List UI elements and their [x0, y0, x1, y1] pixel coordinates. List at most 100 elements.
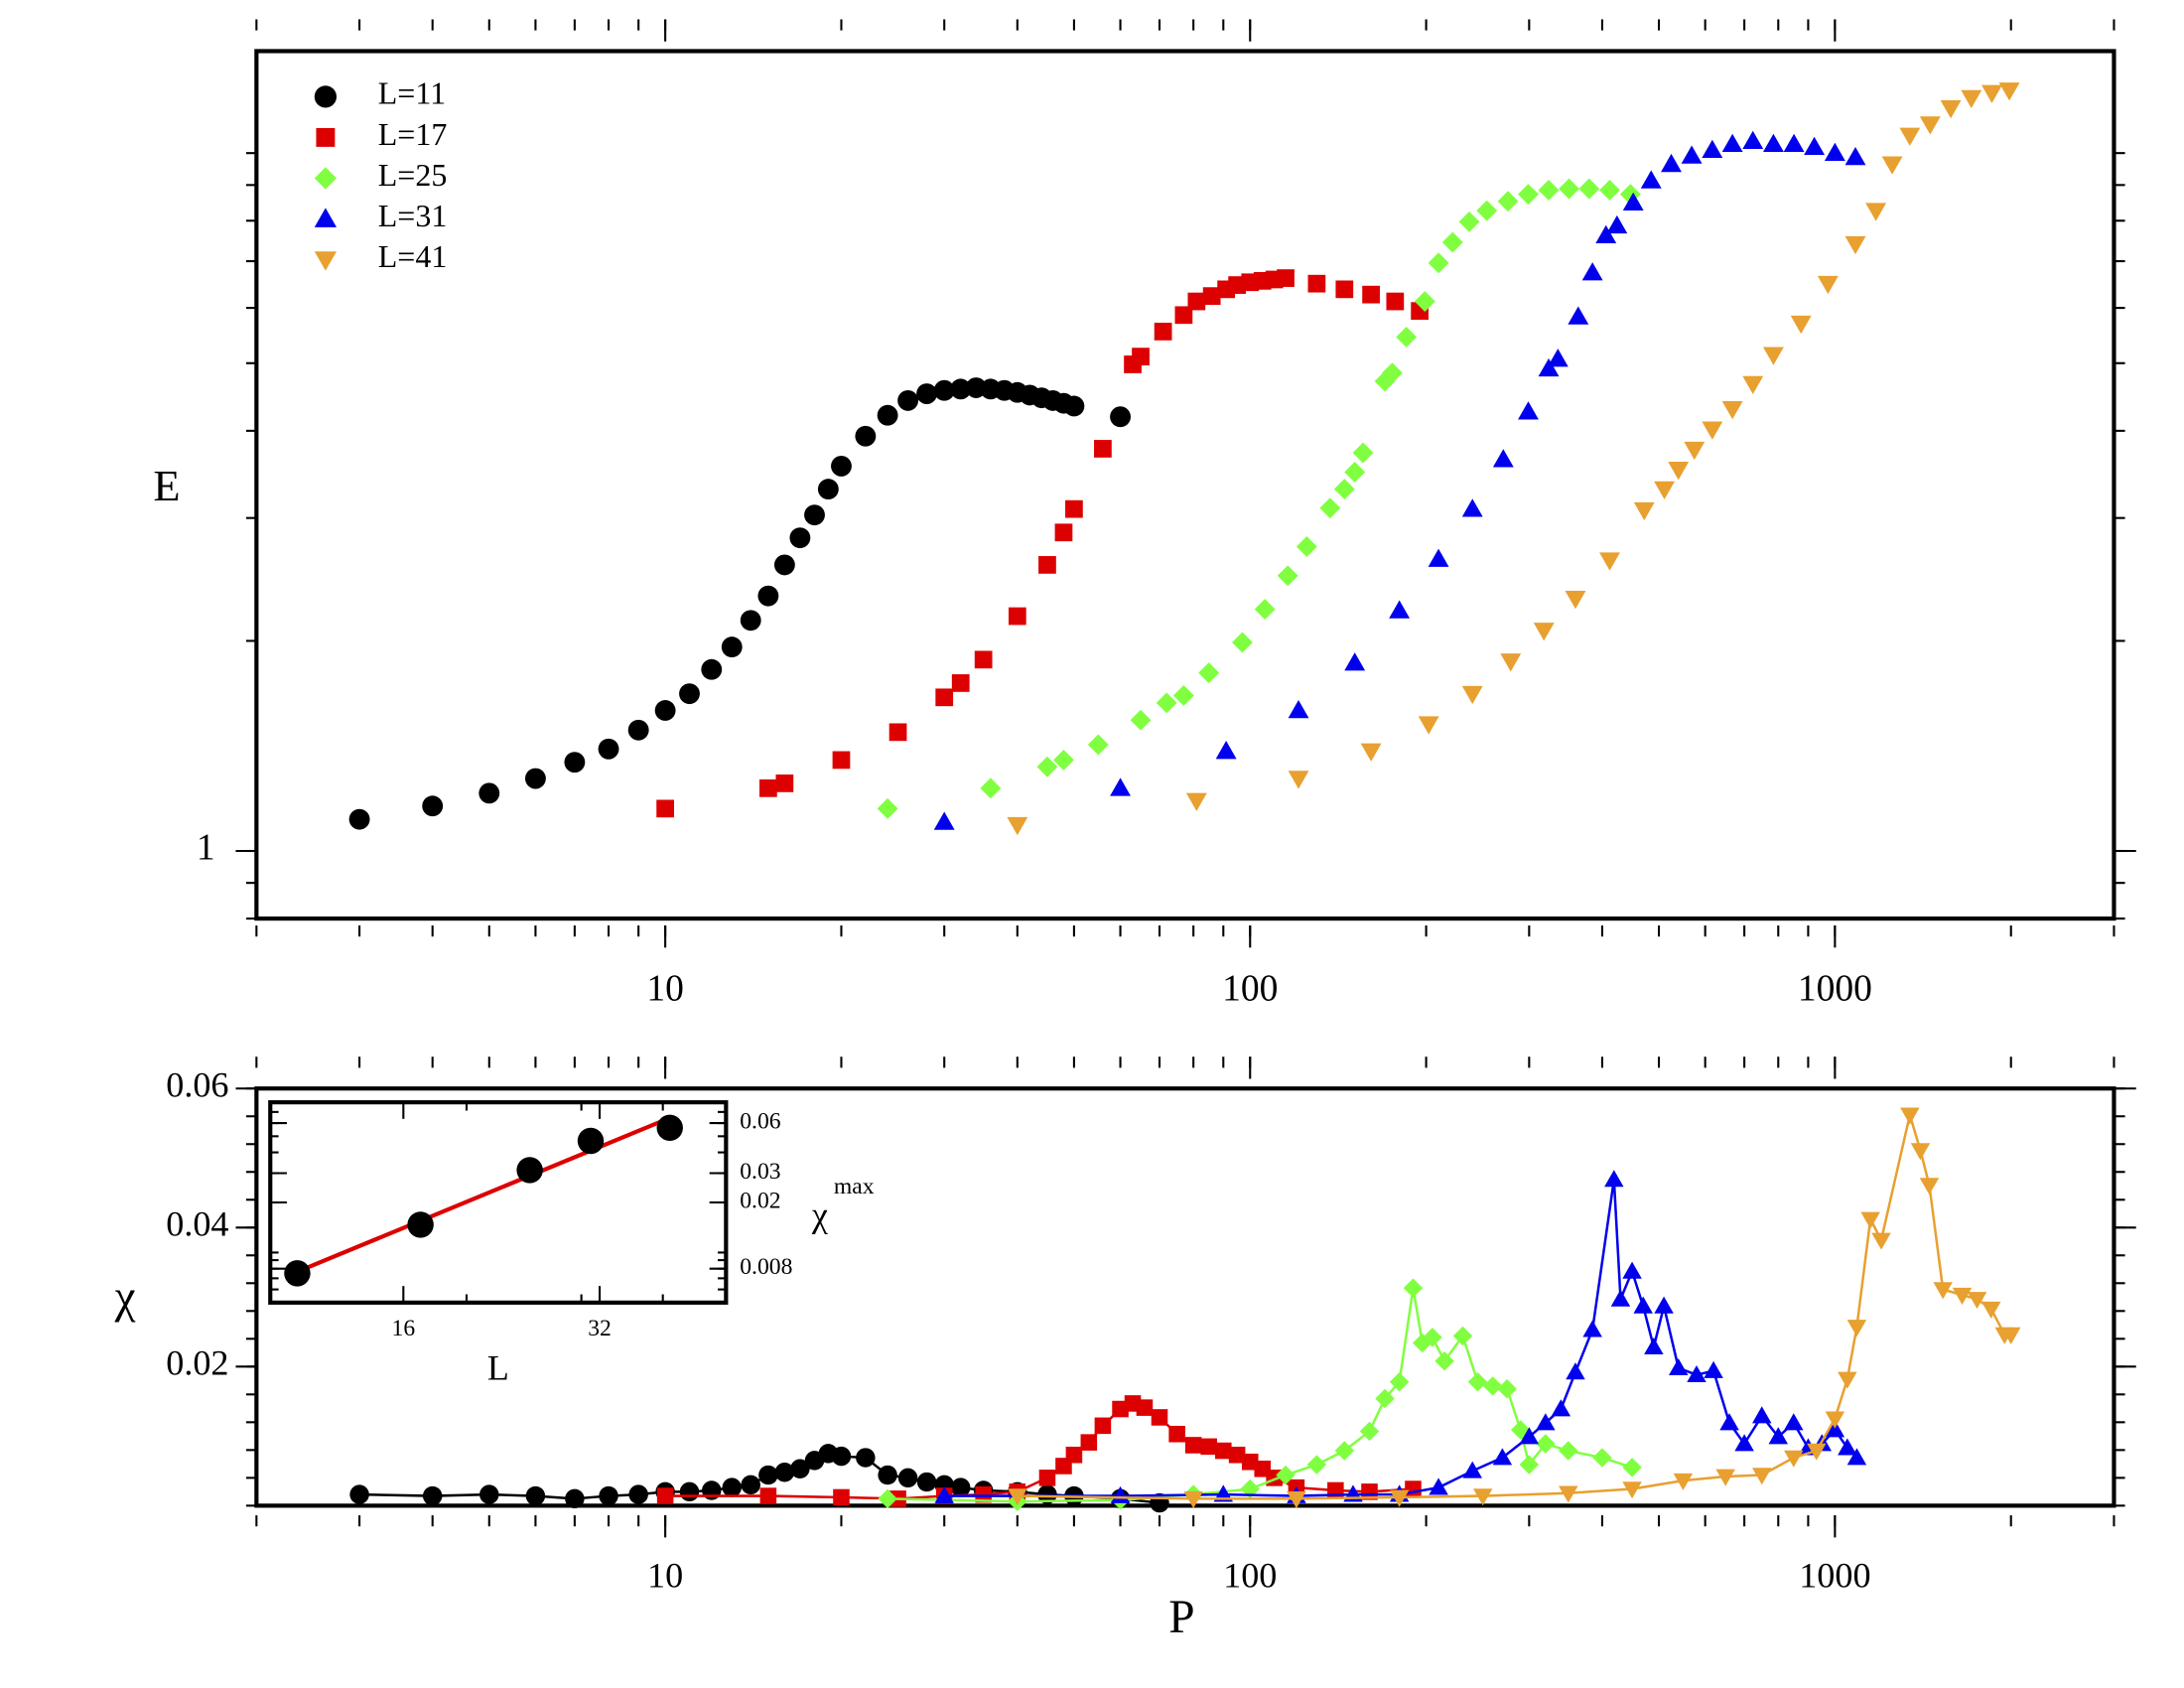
- marker: [1360, 743, 1382, 762]
- marker: [933, 379, 955, 401]
- marker: [1952, 1287, 1973, 1305]
- x-axis-label: L: [487, 1348, 509, 1388]
- marker: [577, 1127, 605, 1155]
- marker: [1668, 1357, 1689, 1376]
- marker: [1334, 1441, 1355, 1461]
- marker: [832, 751, 851, 770]
- marker: [1838, 1438, 1857, 1456]
- marker: [1783, 133, 1805, 152]
- marker: [1497, 191, 1519, 212]
- marker: [897, 1468, 918, 1488]
- marker: [1184, 1437, 1202, 1454]
- marker: [1296, 536, 1317, 557]
- fit-line: [296, 1115, 671, 1274]
- marker: [1633, 501, 1655, 521]
- marker: [1547, 349, 1569, 367]
- marker: [1610, 1289, 1631, 1307]
- marker: [516, 1157, 543, 1184]
- marker: [1375, 1388, 1395, 1409]
- marker: [1080, 1434, 1098, 1451]
- marker: [1461, 685, 1483, 705]
- marker: [1396, 327, 1418, 348]
- marker: [759, 1487, 777, 1504]
- marker: [950, 1477, 971, 1497]
- marker: [1804, 136, 1826, 155]
- marker: [1112, 1400, 1129, 1418]
- marker: [878, 1465, 897, 1485]
- marker: [2000, 1327, 2021, 1344]
- marker: [1381, 362, 1403, 384]
- marker: [1110, 406, 1131, 428]
- legend-label: L=25: [378, 157, 448, 193]
- marker: [1559, 1485, 1578, 1503]
- marker: [1622, 1261, 1642, 1279]
- marker: [1008, 1488, 1027, 1506]
- marker: [1434, 1350, 1454, 1371]
- marker: [831, 455, 852, 477]
- marker: [314, 85, 338, 108]
- marker: [1183, 1491, 1203, 1509]
- marker: [524, 768, 546, 789]
- marker: [1094, 1417, 1112, 1435]
- marker: [1452, 1326, 1473, 1346]
- marker: [1538, 357, 1560, 377]
- marker: [1551, 1399, 1571, 1417]
- marker: [1500, 653, 1522, 672]
- y-tick-label: 0.02: [740, 1188, 780, 1213]
- marker: [564, 752, 586, 774]
- marker: [1241, 1453, 1259, 1471]
- marker: [1151, 1409, 1168, 1426]
- marker: [1087, 734, 1109, 756]
- marker: [598, 738, 619, 760]
- marker: [1752, 1406, 1772, 1424]
- marker: [1389, 600, 1411, 619]
- marker: [758, 778, 777, 797]
- y-axis-label: χ: [114, 1271, 136, 1323]
- marker: [758, 1465, 778, 1485]
- marker: [1846, 1448, 1867, 1466]
- marker: [1441, 231, 1463, 253]
- marker: [1492, 449, 1514, 468]
- plot-frame: [254, 1086, 2116, 1508]
- y-tick-label: 0.06: [166, 1065, 228, 1105]
- marker: [1838, 1371, 1857, 1389]
- marker: [833, 1488, 850, 1506]
- x-tick-label: 1000: [1799, 1555, 1870, 1595]
- y-tick-label: 0.04: [166, 1204, 228, 1244]
- marker: [422, 1485, 443, 1506]
- marker: [1472, 1488, 1493, 1506]
- marker: [1172, 685, 1194, 706]
- marker: [1277, 269, 1295, 287]
- x-tick-label: 1000: [1798, 968, 1872, 1009]
- marker: [888, 723, 907, 742]
- marker: [1604, 1170, 1624, 1188]
- marker: [877, 404, 898, 426]
- marker: [1681, 145, 1703, 164]
- marker: [721, 636, 743, 658]
- marker: [1174, 306, 1193, 325]
- x-tick-label: 10: [647, 1555, 683, 1595]
- marker: [1287, 1491, 1306, 1509]
- marker: [790, 1459, 810, 1478]
- marker: [1881, 156, 1903, 175]
- marker: [1824, 142, 1845, 162]
- marker: [1154, 323, 1172, 341]
- marker: [1871, 1232, 1891, 1250]
- marker: [1352, 442, 1374, 464]
- x-tick-label: 100: [1223, 1555, 1277, 1595]
- marker: [479, 1484, 499, 1504]
- marker: [1578, 178, 1600, 200]
- marker: [1232, 632, 1253, 653]
- y-tick-label: 1: [197, 828, 215, 869]
- marker: [804, 504, 825, 526]
- marker: [1702, 421, 1723, 440]
- marker: [1565, 590, 1586, 610]
- marker: [1900, 1107, 1920, 1125]
- marker: [855, 425, 877, 447]
- marker: [1536, 1434, 1556, 1454]
- marker: [1844, 235, 1866, 255]
- marker: [1865, 203, 1887, 221]
- marker: [1998, 82, 2020, 101]
- marker: [1538, 180, 1560, 201]
- marker: [1094, 440, 1112, 458]
